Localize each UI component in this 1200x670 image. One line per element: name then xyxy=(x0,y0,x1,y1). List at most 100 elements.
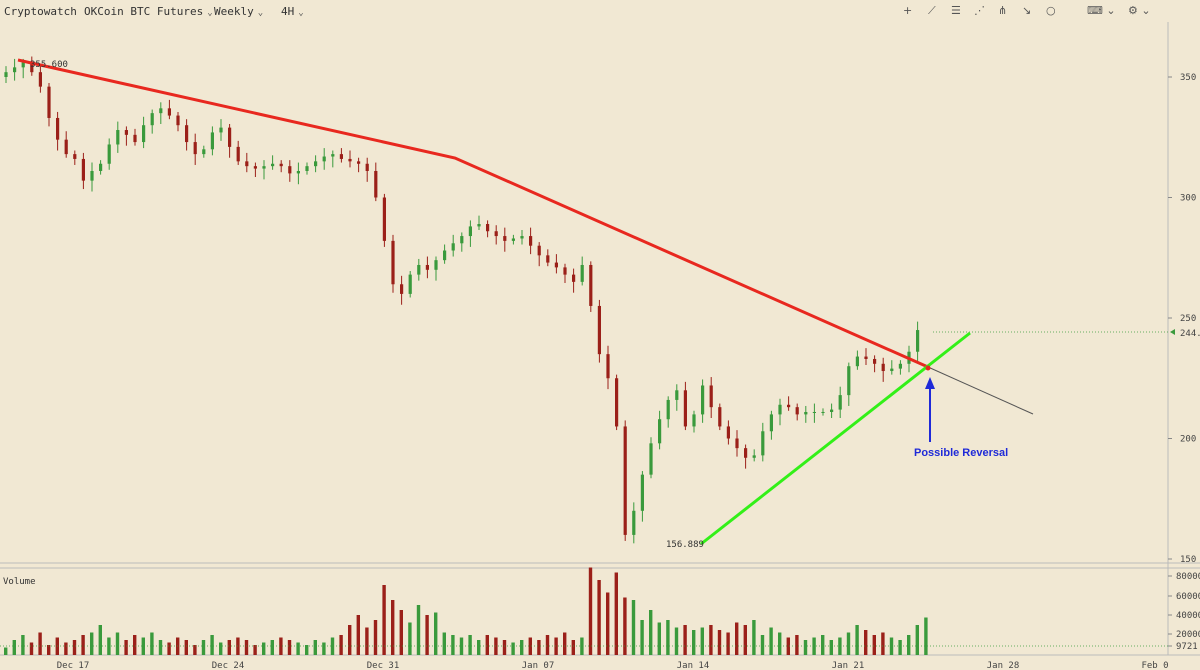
plus-icon[interactable]: + xyxy=(903,4,913,17)
candle-body xyxy=(623,426,627,535)
market-label: OKCoin BTC Futures xyxy=(84,5,204,18)
volume-bar xyxy=(382,585,386,655)
volume-bar xyxy=(829,640,833,655)
brand-label[interactable]: Cryptowatch xyxy=(4,5,77,18)
volume-bar xyxy=(210,635,214,655)
interval-selector[interactable]: 4H ⌄ xyxy=(281,5,304,18)
candle-body xyxy=(81,158,85,181)
x-tick-label: Jan 28 xyxy=(987,661,1020,670)
x-tick-label: Dec 24 xyxy=(212,661,245,670)
y-tick-label: 200 xyxy=(1180,435,1196,445)
volume-bar xyxy=(795,635,799,655)
candle-body xyxy=(30,62,34,73)
settings-icon[interactable]: ⚙ ⌄ xyxy=(1128,4,1151,17)
candle-body xyxy=(701,385,705,415)
y-tick-label: 350 xyxy=(1180,73,1196,83)
candle-body xyxy=(546,255,550,263)
candle-body xyxy=(787,404,791,408)
candle-body xyxy=(666,399,670,420)
volume-bar xyxy=(12,640,16,655)
volume-bar xyxy=(563,632,567,655)
candle-body xyxy=(864,356,868,359)
support-trendline xyxy=(700,331,971,546)
chart-toolbar: Cryptowatch OKCoin BTC Futures ⌄ Weekly ⌄ … xyxy=(0,0,1200,22)
candle-body xyxy=(159,108,163,114)
volume-bar xyxy=(313,640,317,655)
volume-bar xyxy=(219,642,223,655)
candle-body xyxy=(830,409,834,412)
candle-body xyxy=(107,144,111,164)
line-icon[interactable]: ⟋ xyxy=(928,4,936,17)
pitchfork-icon[interactable]: ⋔ xyxy=(998,4,1008,17)
volume-bar xyxy=(391,600,395,655)
candle-body xyxy=(726,426,730,439)
candle-body xyxy=(873,358,877,364)
volume-bar xyxy=(803,640,808,655)
volume-bar xyxy=(408,622,412,655)
candle-body xyxy=(348,158,352,162)
arrow-icon[interactable]: ↘ xyxy=(1022,4,1032,17)
volume-bar xyxy=(726,632,730,655)
volume-bar xyxy=(915,625,919,655)
volume-bar xyxy=(184,640,188,655)
candle-body xyxy=(391,240,395,285)
volume-bar xyxy=(700,627,704,655)
candle-body xyxy=(692,414,696,427)
candle-body xyxy=(142,125,146,143)
volume-bar xyxy=(881,632,885,655)
volume-bar xyxy=(709,625,713,655)
volume-bar xyxy=(287,640,292,655)
volume-bar xyxy=(29,642,34,655)
volume-bar xyxy=(872,635,876,655)
candle-body xyxy=(262,166,266,169)
candle-body xyxy=(778,404,782,415)
hlines-icon[interactable]: ☰ xyxy=(951,4,961,17)
volume-bar xyxy=(760,635,765,655)
circle-icon[interactable]: ○ xyxy=(1046,4,1056,17)
x-tick-label: Dec 17 xyxy=(57,661,90,670)
candle-body xyxy=(219,127,223,133)
volume-bar xyxy=(717,630,722,655)
candle-body xyxy=(890,368,894,372)
candle-body xyxy=(847,366,851,396)
candle-body xyxy=(314,161,318,167)
candle-body xyxy=(718,407,722,427)
candle-body xyxy=(4,72,8,77)
candle-body xyxy=(228,127,232,147)
candle-body xyxy=(649,443,653,475)
candle-body xyxy=(236,146,240,162)
volume-bar xyxy=(597,580,601,655)
keyboard-icon[interactable]: ⌨ ⌄ xyxy=(1087,4,1116,17)
volume-bar xyxy=(98,625,102,655)
volume-bar xyxy=(692,630,696,655)
market-selector[interactable]: OKCoin BTC Futures ⌄ xyxy=(84,5,213,18)
candle-body xyxy=(38,72,42,87)
candle-body xyxy=(271,163,275,167)
volume-bar xyxy=(167,642,171,655)
volume-bar xyxy=(270,640,274,655)
candle-body xyxy=(520,236,524,239)
volume-bar xyxy=(735,622,739,655)
volume-bar xyxy=(606,592,610,655)
candle-body xyxy=(460,236,464,244)
candle-body xyxy=(133,134,137,143)
candle-body xyxy=(150,113,154,126)
volume-bar xyxy=(442,632,446,655)
y-tick-label: 150 xyxy=(1180,555,1196,565)
candle-body xyxy=(580,264,584,282)
volume-bar xyxy=(348,625,352,655)
candle-body xyxy=(761,431,765,456)
candle-body xyxy=(563,267,567,275)
fib-fan-icon[interactable]: ⋰ xyxy=(974,4,985,17)
candle-body xyxy=(468,226,472,237)
volume-bar xyxy=(649,610,653,655)
candle-body xyxy=(821,411,825,413)
last-price-tag: 244. xyxy=(1180,329,1200,339)
candle-body xyxy=(99,163,103,171)
candle-body xyxy=(658,419,662,444)
contract-selector[interactable]: Weekly ⌄ xyxy=(214,5,263,18)
candle-body xyxy=(632,510,636,535)
candle-body xyxy=(202,149,206,155)
volume-bar xyxy=(855,625,859,655)
